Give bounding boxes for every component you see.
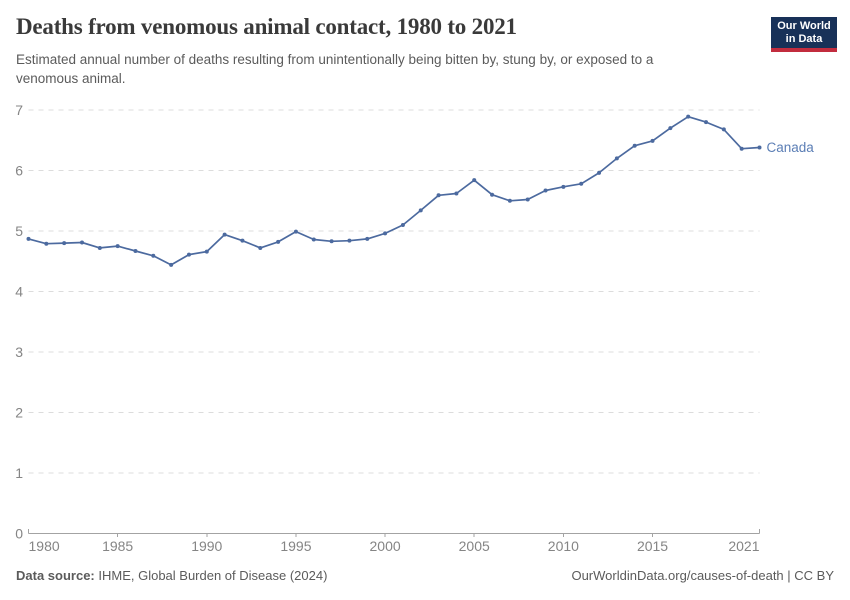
x-tick-label: 1990: [191, 538, 222, 554]
data-point[interactable]: [739, 146, 744, 151]
data-point[interactable]: [222, 232, 227, 237]
data-point[interactable]: [329, 239, 334, 244]
data-point[interactable]: [204, 249, 209, 254]
x-tick-label: 2021: [728, 538, 759, 554]
y-tick-label: 6: [15, 163, 23, 179]
y-tick-label: 1: [15, 465, 23, 481]
y-tick-label: 2: [15, 405, 23, 421]
data-source-label: Data source:: [16, 568, 95, 583]
x-tick-label: 2015: [637, 538, 668, 554]
data-point[interactable]: [614, 156, 619, 161]
owid-logo-line1: Our World: [777, 20, 831, 32]
data-point[interactable]: [258, 245, 263, 250]
data-point[interactable]: [579, 181, 584, 186]
data-source-text: IHME, Global Burden of Disease (2024): [94, 568, 328, 583]
chart-subtitle: Estimated annual number of deaths result…: [16, 50, 653, 88]
data-point[interactable]: [97, 245, 102, 250]
data-point[interactable]: [169, 262, 174, 267]
data-point[interactable]: [151, 253, 156, 258]
data-point[interactable]: [490, 192, 495, 197]
data-point[interactable]: [365, 236, 370, 241]
data-point[interactable]: [704, 120, 709, 125]
y-tick-label: 3: [15, 344, 23, 360]
data-point[interactable]: [507, 198, 512, 203]
series-label-canada[interactable]: Canada: [767, 140, 815, 155]
credit-link[interactable]: OurWorldinData.org/causes-of-death | CC …: [571, 568, 834, 583]
y-tick-label: 7: [15, 102, 23, 118]
data-point[interactable]: [276, 239, 281, 244]
data-point[interactable]: [472, 178, 477, 183]
x-tick-label: 2000: [370, 538, 401, 554]
y-tick-label: 4: [15, 284, 23, 300]
data-point[interactable]: [454, 191, 459, 196]
owid-logo-text: Our World in Data: [771, 17, 837, 48]
data-point[interactable]: [240, 238, 245, 243]
y-tick-label: 0: [15, 526, 23, 542]
data-point[interactable]: [757, 145, 762, 150]
data-point[interactable]: [311, 237, 316, 242]
x-tick-label: 2005: [459, 538, 490, 554]
data-point[interactable]: [293, 229, 298, 234]
x-tick-label: 1985: [102, 538, 133, 554]
x-tick-label: 2010: [548, 538, 579, 554]
data-point[interactable]: [26, 236, 31, 241]
chart-subtitle-line1: Estimated annual number of deaths result…: [16, 52, 654, 67]
x-tick-label: 1980: [29, 538, 60, 554]
data-point[interactable]: [543, 188, 548, 193]
data-point[interactable]: [686, 114, 691, 119]
data-point[interactable]: [721, 127, 726, 132]
data-point[interactable]: [436, 193, 441, 198]
data-point[interactable]: [79, 240, 84, 245]
owid-logo[interactable]: Our World in Data: [771, 17, 837, 52]
data-point[interactable]: [525, 197, 530, 202]
chart-footer: Data source: IHME, Global Burden of Dise…: [16, 568, 834, 583]
data-point[interactable]: [650, 138, 655, 143]
data-point[interactable]: [186, 252, 191, 257]
y-tick-label: 5: [15, 223, 23, 239]
x-tick-label: 1995: [280, 538, 311, 554]
data-point[interactable]: [44, 241, 49, 246]
data-point[interactable]: [133, 248, 138, 253]
series-line-canada[interactable]: [27, 115, 761, 266]
chart-title: Deaths from venomous animal contact, 198…: [16, 14, 517, 39]
owid-logo-red-bar: [771, 48, 837, 52]
data-point[interactable]: [597, 170, 602, 175]
data-point[interactable]: [400, 222, 405, 227]
data-point[interactable]: [62, 241, 67, 246]
data-point[interactable]: [383, 231, 388, 236]
data-point[interactable]: [632, 143, 637, 148]
data-point[interactable]: [115, 244, 120, 249]
owid-logo-line2: in Data: [785, 33, 823, 45]
data-point[interactable]: [347, 238, 352, 243]
data-point[interactable]: [561, 184, 566, 189]
data-source-note: Data source: IHME, Global Burden of Dise…: [16, 568, 327, 583]
chart-subtitle-line2: venomous animal.: [16, 71, 126, 86]
data-point[interactable]: [418, 208, 423, 213]
data-point[interactable]: [668, 126, 673, 131]
